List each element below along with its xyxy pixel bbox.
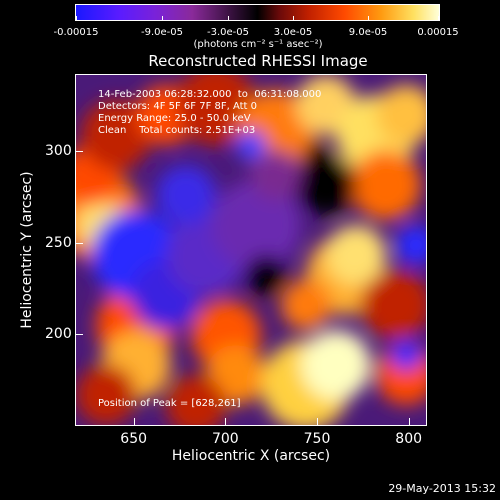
annotation-energy: Energy Range: 25.0 - 50.0 keV <box>98 113 251 124</box>
colorbar-tick-mark <box>228 16 229 21</box>
colorbar-tick-label: 3.0e-05 <box>273 27 313 38</box>
colorbar-tick-label: -0.00015 <box>53 27 99 38</box>
annotation-time: 14-Feb-2003 06:28:32.000 to 06:31:08.000 <box>98 89 322 100</box>
colorbar-tick-mark <box>293 16 294 21</box>
heatmap-image <box>76 75 426 425</box>
heatmap-blob <box>396 225 426 265</box>
footer-timestamp: 29-May-2013 15:32 <box>388 482 496 495</box>
colorbar-tick-mark <box>368 16 369 21</box>
x-tick-mark <box>408 418 410 426</box>
y-tick-mark <box>75 151 83 152</box>
heatmap-blob <box>296 155 356 215</box>
heatmap-blob <box>236 130 266 160</box>
colorbar-tick-mark <box>76 16 77 21</box>
y-tick-label: 250 <box>45 234 72 251</box>
heatmap-blob <box>326 225 386 285</box>
y-tick-label: 300 <box>45 143 72 159</box>
heatmap-blob <box>351 150 421 220</box>
colorbar-tick-mark <box>438 16 439 21</box>
y-axis-label: Heliocentric Y (arcsec) <box>19 171 35 329</box>
x-tick-mark <box>133 418 135 426</box>
heatmap-blob <box>246 255 286 295</box>
heatmap-blob <box>301 330 371 400</box>
heatmap-blob <box>376 85 426 145</box>
y-tick-label: 200 <box>45 326 72 343</box>
heatmap-blob <box>361 270 426 340</box>
heatmap-blob <box>176 75 256 145</box>
x-axis-label: Heliocentric X (arcsec) <box>171 448 331 464</box>
heatmap-blob <box>391 340 421 370</box>
heatmap-blob <box>156 165 216 225</box>
annotation-detectors: Detectors: 4F 5F 6F 7F 8F, Att 0 <box>98 101 258 112</box>
heatmap-blob <box>251 150 301 200</box>
colorbar-tick-mark <box>162 16 163 21</box>
y-tick-mark <box>75 334 83 336</box>
x-tick-label: 800 <box>395 431 423 447</box>
x-tick-label: 700 <box>211 431 239 447</box>
y-tick-mark <box>75 242 83 244</box>
plot-area: 14-Feb-2003 06:28:32.000 to 06:31:08.000… <box>75 74 427 426</box>
colorbar-unit-label: (photons cm⁻² s⁻¹ asec⁻²) <box>193 39 323 50</box>
heatmap-blob <box>81 100 151 170</box>
colorbar-tick-label: -3.0e-05 <box>207 27 249 38</box>
colorbar-tick-label: 9.0e-05 <box>348 27 388 38</box>
x-tick-mark <box>317 418 318 426</box>
heatmap-blob <box>76 365 136 425</box>
annotation-peak: Position of Peak = [628,261] <box>98 398 241 409</box>
chart-title: Reconstructed RHESSI Image <box>148 52 368 70</box>
heatmap-blob <box>281 280 331 330</box>
colorbar <box>75 4 440 21</box>
colorbar-tick-label: -9.0e-05 <box>141 27 183 38</box>
heatmap-blob <box>211 180 301 270</box>
x-tick-mark <box>225 418 227 426</box>
x-tick-label: 750 <box>303 431 331 447</box>
annotation-clean: Clean Total counts: 2.51E+03 <box>98 125 256 136</box>
heatmap-blob <box>166 375 226 425</box>
colorbar-tick-label: 0.00015 <box>417 27 459 38</box>
heatmap-blob <box>304 143 328 167</box>
x-tick-label: 650 <box>120 431 148 447</box>
